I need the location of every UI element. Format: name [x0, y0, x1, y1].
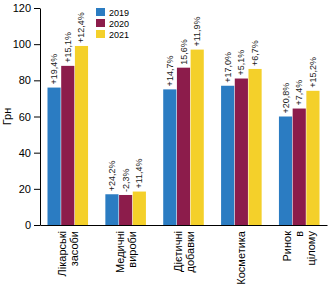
- annotation: +5,1%: [236, 50, 246, 76]
- chart: +19,4% +24,2% +14,7% +17,0% +20,8% +15,1% -2,3…: [0, 0, 331, 295]
- annotation: +6,7%: [250, 40, 260, 66]
- x-tick: Медичнівироби: [114, 225, 138, 273]
- annotation: +24,2%: [107, 160, 117, 191]
- bar: [119, 195, 132, 225]
- y-tick: 0: [25, 219, 40, 231]
- annotation: -2,3%: [121, 168, 131, 192]
- bar: [133, 192, 146, 225]
- x-tick-label-line: Медичні: [114, 231, 126, 273]
- y-tick: 100: [13, 38, 40, 50]
- y-tick-label: 20: [19, 183, 31, 195]
- legend-swatch: [96, 8, 105, 16]
- bar: [248, 69, 261, 225]
- x-tick-label: Медичнівироби: [114, 231, 138, 273]
- plot: +19,4% +24,2% +14,7% +17,0% +20,8% +15,1% -2,3…: [13, 2, 328, 285]
- annotation: +12,4%: [76, 12, 86, 43]
- legend: 201920202021: [96, 8, 129, 40]
- annotation: +11,9%: [192, 16, 202, 46]
- y-tick-label: 80: [19, 74, 31, 86]
- bar: [306, 91, 319, 225]
- annotation: 15,6%: [179, 39, 189, 65]
- bar: [75, 46, 88, 225]
- y-tick-label: 0: [25, 219, 31, 231]
- annotation: +14,7%: [165, 56, 175, 87]
- x-tick-label-line: засоби: [68, 231, 80, 266]
- bar: [293, 109, 306, 225]
- annotation: +15,1%: [63, 32, 73, 63]
- bar-series: [61, 66, 306, 225]
- x-tick-label: Дієтичнідобавки: [172, 231, 196, 273]
- bar: [279, 117, 292, 226]
- x-tick-label-line: вироби: [126, 231, 138, 268]
- x-tick: Риноквцілому: [281, 225, 317, 266]
- annotation: +17,0%: [223, 52, 233, 83]
- bar: [105, 194, 118, 225]
- y-axis-title: Грн: [1, 108, 13, 126]
- legend-label: 2020: [109, 19, 129, 29]
- bar: [61, 66, 74, 225]
- y-tick: 120: [13, 2, 40, 14]
- x-tick-label: Риноквцілому: [281, 231, 317, 266]
- x-axis-line: [41, 225, 328, 226]
- legend-swatch: [96, 19, 105, 27]
- x-tick-label-line: Лікарські: [56, 231, 68, 276]
- bar: [191, 50, 204, 225]
- x-tick-label-line: в: [293, 231, 305, 237]
- y-axis: 0 20 40 60 80 100 120: [13, 2, 41, 231]
- x-tick: Дієтичнідобавки: [172, 225, 196, 273]
- y-axis-line: [40, 9, 41, 226]
- y-tick-mark: [34, 44, 40, 45]
- y-tick: 80: [19, 74, 40, 86]
- legend-item: 2021: [96, 30, 129, 40]
- y-tick: 40: [19, 147, 40, 159]
- bar: [163, 89, 176, 225]
- x-tick-label-line: добавки: [184, 231, 196, 273]
- legend-item: 2020: [96, 19, 129, 29]
- x-tick-label-line: Дієтичні: [172, 231, 184, 272]
- x-tick-label-line: Ринок: [281, 231, 293, 262]
- bar: [235, 79, 248, 225]
- y-tick-mark: [34, 8, 40, 9]
- legend-item: 2019: [96, 8, 129, 18]
- y-tick-label: 120: [13, 2, 31, 14]
- y-tick-label: 100: [13, 38, 31, 50]
- y-tick-mark: [34, 189, 40, 190]
- legend-label: 2019: [109, 8, 129, 18]
- y-tick-mark: [34, 225, 40, 226]
- annotation: +11,4%: [134, 158, 144, 188]
- y-tick: 20: [19, 183, 40, 195]
- bars: [47, 46, 319, 225]
- x-tick: Косметика: [235, 225, 247, 285]
- bar: [47, 88, 60, 225]
- x-tick: Лікарськізасоби: [56, 225, 80, 276]
- y-tick: 60: [19, 111, 40, 123]
- annotation: +20,8%: [281, 83, 291, 114]
- y-tick-label: 60: [19, 111, 31, 123]
- x-tick-label-line: цілому: [305, 231, 317, 266]
- x-axis: Лікарськізасоби Медичнівироби Дієтичнідоба…: [41, 225, 328, 285]
- y-tick-label: 40: [19, 147, 31, 159]
- annotation: +19,4%: [49, 54, 59, 85]
- x-tick-label: Косметика: [235, 230, 247, 285]
- annotations: +19,4% +24,2% +14,7% +17,0% +20,8% +15,1% -2,3…: [49, 12, 318, 192]
- y-tick-mark: [34, 117, 40, 118]
- bar-series: [75, 46, 320, 225]
- y-tick-mark: [34, 153, 40, 154]
- legend-swatch: [96, 30, 105, 38]
- legend-label: 2021: [109, 30, 129, 40]
- x-tick-label: Лікарськізасоби: [56, 231, 80, 276]
- bar: [221, 86, 234, 225]
- x-tick-label-line: Косметика: [235, 230, 247, 285]
- y-tick-mark: [34, 80, 40, 81]
- annotation: +15,2%: [308, 57, 318, 88]
- annotation: +7,4%: [294, 80, 304, 106]
- bar: [177, 68, 190, 225]
